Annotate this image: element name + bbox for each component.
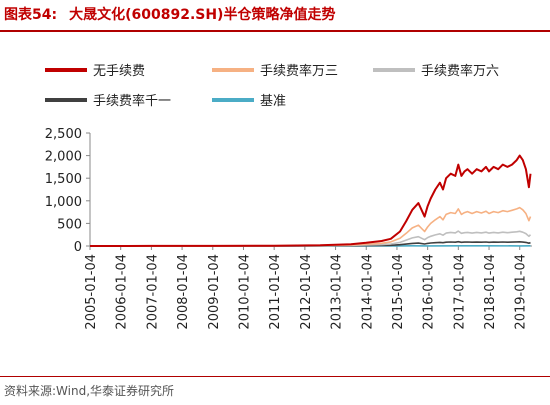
y-tick-label: 0 <box>74 240 82 255</box>
series-layer <box>89 154 532 247</box>
x-tick-label: 2009-01-04 <box>207 254 222 330</box>
legend-label: 手续费率万三 <box>260 63 338 79</box>
legend-item-3: 手续费率千一 <box>45 93 171 109</box>
x-tick-label: 2016-01-04 <box>422 254 437 330</box>
legend-label: 无手续费 <box>93 64 145 79</box>
y-tick-label: 1,500 <box>45 172 82 187</box>
x-tick-label: 2012-01-04 <box>299 254 314 330</box>
legend-label: 手续费率万六 <box>421 63 499 79</box>
y-axis: 0 500 1,000 1,500 2,000 2,500 <box>45 127 91 255</box>
x-tick-label: 2008-01-04 <box>176 254 191 330</box>
legend-item-0: 无手续费 <box>45 64 145 79</box>
figure-title: 大晟文化(600892.SH)半仓策略净值走势 <box>69 7 336 23</box>
source-note: 资料来源:Wind,华泰证券研究所 <box>4 384 175 398</box>
y-tick-label: 1,000 <box>45 195 82 210</box>
series-line-0 <box>89 154 532 247</box>
x-tick-label: 2018-01-04 <box>483 254 498 330</box>
x-tick-label: 2019-01-04 <box>514 254 529 330</box>
x-tick-label: 2007-01-04 <box>145 254 160 330</box>
legend-item-4: 基准 <box>212 94 286 109</box>
legend-item-2: 手续费率万六 <box>373 63 499 79</box>
figure-label: 图表54: <box>4 7 58 23</box>
x-tick-label: 2010-01-04 <box>237 254 252 330</box>
x-tick-label: 2011-01-04 <box>268 254 283 330</box>
y-tick-label: 2,000 <box>45 150 82 165</box>
title-divider <box>0 30 550 32</box>
legend-item-1: 手续费率万三 <box>212 63 338 79</box>
legend-label: 手续费率千一 <box>93 93 171 109</box>
x-tick-label: 2017-01-04 <box>452 254 467 330</box>
y-tick-label: 500 <box>57 217 82 232</box>
footer-divider <box>0 376 550 377</box>
x-tick-label: 2014-01-04 <box>360 254 375 330</box>
x-tick-label: 2005-01-04 <box>84 254 99 330</box>
legend-label: 基准 <box>260 94 286 109</box>
series-line-2 <box>89 230 532 247</box>
y-tick-label: 2,500 <box>45 127 82 142</box>
x-axis: 2005-01-04 2006-01-04 2007-01-04 2008-01-04… <box>84 245 532 330</box>
figure-header: 图表54: 大晟文化(600892.SH)半仓策略净值走势 <box>0 0 550 28</box>
x-tick-label: 2015-01-04 <box>391 254 406 330</box>
x-tick-label: 2013-01-04 <box>330 254 345 330</box>
series-line-3 <box>90 240 531 247</box>
x-tick-label: 2006-01-04 <box>115 254 130 330</box>
series-line-1 <box>89 206 532 247</box>
